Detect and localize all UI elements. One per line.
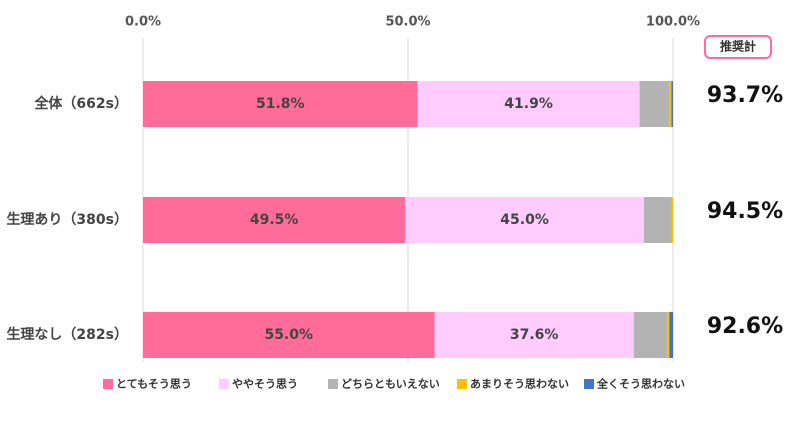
bar-segment: [669, 81, 672, 127]
data-label: 45.0%: [500, 212, 549, 228]
bar-segment: [143, 81, 418, 127]
legend-swatch: [219, 379, 229, 389]
data-label: 55.0%: [264, 327, 313, 343]
bar-segment: [143, 197, 406, 243]
category-label: 全体（662s）: [33, 95, 128, 112]
legend-label: どちらともいえない: [341, 378, 440, 391]
data-label: 37.6%: [510, 327, 559, 343]
x-tick-label: 100.0%: [646, 15, 700, 30]
bar-segment: [633, 312, 668, 358]
legend-swatch: [584, 379, 594, 389]
recommend-value: 93.7%: [707, 83, 783, 108]
recommend-value: 94.5%: [707, 199, 783, 224]
bar-segment: [417, 81, 640, 127]
legend-label: ややそう思う: [232, 378, 298, 391]
legend-swatch: [328, 379, 338, 389]
legend-label: 全くそう思わない: [596, 377, 685, 391]
data-label: 51.8%: [256, 96, 305, 112]
data-label: 41.9%: [504, 96, 553, 112]
data-label: 49.5%: [250, 212, 299, 228]
x-tick-label: 0.0%: [125, 15, 161, 30]
recommend-title: 推奨計: [720, 39, 756, 54]
category-label: 生理なし（282s）: [6, 326, 128, 343]
bar-segment: [434, 312, 634, 358]
bar-segment: [643, 197, 672, 243]
legend-label: あまりそう思わない: [470, 378, 569, 391]
category-label: 生理あり（380s）: [6, 211, 128, 228]
bar-segment: [671, 81, 673, 127]
legend-swatch: [103, 379, 113, 389]
bar-segment: [669, 312, 673, 358]
bar-segment: [671, 197, 673, 243]
legend-swatch: [457, 379, 467, 389]
x-tick-label: 50.0%: [385, 15, 430, 30]
recommend-box: [704, 35, 772, 59]
recommend-value: 92.6%: [707, 314, 783, 339]
legend-label: とてもそう思う: [116, 378, 192, 391]
bar-segment: [143, 312, 435, 358]
bar-segment: [639, 81, 670, 127]
bar-segment: [667, 312, 670, 358]
bar-segment: [405, 197, 644, 243]
